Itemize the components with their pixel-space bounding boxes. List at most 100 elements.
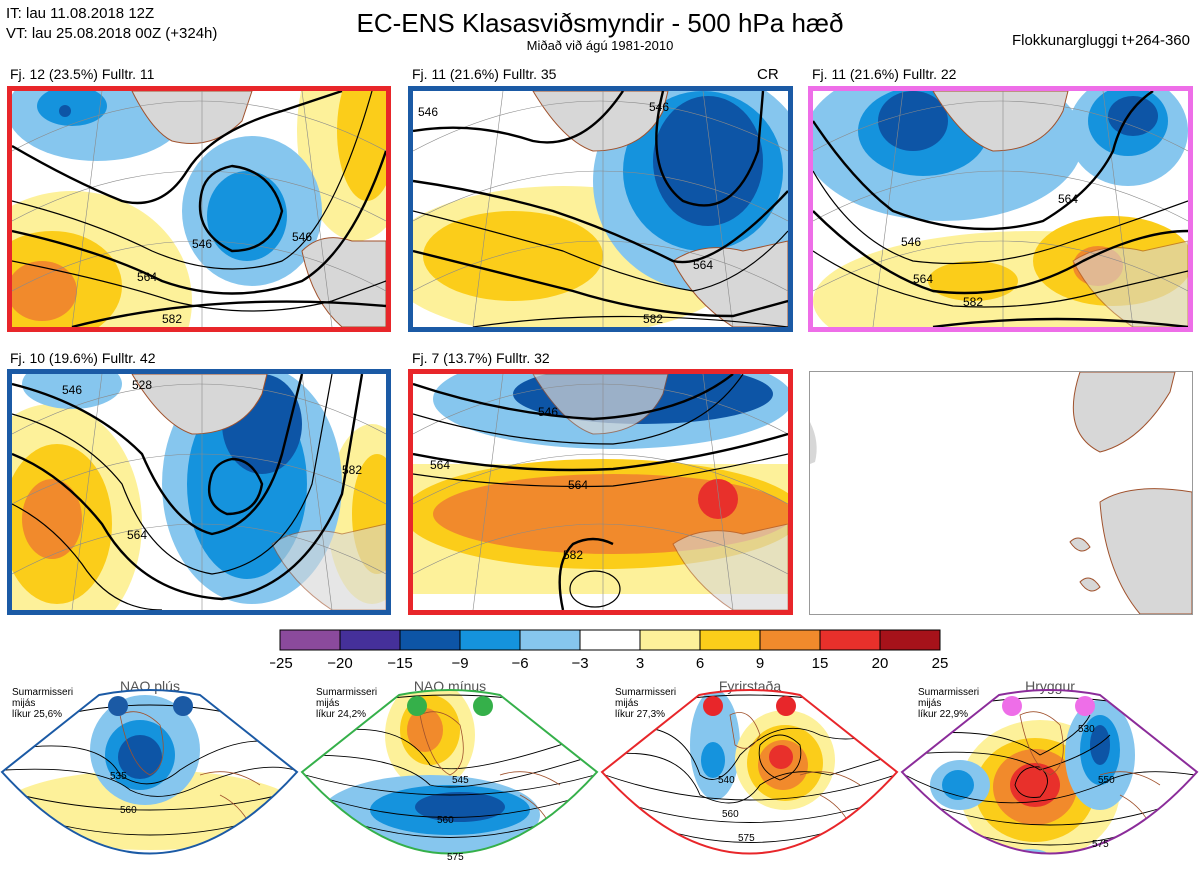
contour-label: 560: [722, 809, 739, 820]
regime-probability: líkur 22,9%: [918, 709, 969, 720]
contour-label: 530: [1078, 724, 1095, 735]
regime-maps: 535 560 545 560 575: [0, 689, 1199, 863]
contour-label: 545: [452, 775, 469, 786]
contour-label: 575: [1092, 839, 1109, 850]
contour-label: 564: [430, 458, 450, 472]
initial-time: IT: lau 11.08.2018 12Z: [6, 5, 155, 22]
contour-label: 564: [127, 528, 147, 542]
panel-1-map: 546 564 582 546: [7, 86, 391, 332]
regime-probability: líkur 24,2%: [316, 709, 367, 720]
land-greenland: [932, 91, 1069, 152]
colorbar-bin: [459, 629, 521, 651]
contour-label: 582: [342, 463, 362, 477]
contour-label: 546: [418, 105, 438, 119]
contour-label: 560: [437, 815, 454, 826]
panel-4-plot: 546 564 582 528: [12, 374, 386, 610]
panel-3-plot: 546 564 582 564: [813, 91, 1188, 327]
panel-1-plot: 546 564 582 546: [12, 91, 386, 327]
contour-label: 560: [120, 805, 137, 816]
regime-season: Sumarmisseri: [316, 687, 378, 698]
anomaly-positive: [698, 479, 738, 519]
panel-1-label: Fj. 12 (23.5%) Fulltr. 11: [10, 66, 155, 82]
contour-label: 575: [447, 852, 464, 863]
regime-season: Sumarmisseri: [615, 687, 677, 698]
panel-3-map: 546 564 582 564: [808, 86, 1193, 332]
page-subtitle: Miðað við ágú 1981-2010: [526, 38, 674, 53]
regime-1-map: [2, 690, 297, 850]
valid-time: VT: lau 25.08.2018 00Z (+324h): [6, 25, 218, 42]
colorbar-bin: [279, 629, 341, 651]
contour-label: 546: [538, 405, 558, 419]
colorbar-bin: [819, 629, 881, 651]
contour-label: 528: [132, 378, 152, 392]
colorbar-tick-label: −25: [270, 655, 293, 672]
regime-2-info: Sumarmisseri mijás líkur 24,2%: [316, 687, 377, 720]
colorbar-tick-label: −3: [571, 655, 588, 672]
panel-5-label: Fj. 7 (13.7%) Fulltr. 32: [412, 350, 550, 366]
land-europe: [672, 523, 788, 610]
regime-4-map: [904, 697, 1196, 854]
anomaly-negative: [59, 105, 71, 117]
contour-label: 564: [1058, 192, 1078, 206]
colorbar-bin: [579, 629, 641, 651]
contour-label: 564: [137, 270, 157, 284]
regime-1-frame: [0, 689, 299, 855]
panel-4-map: 546 564 582 528: [7, 369, 391, 615]
contour-label: 564: [693, 258, 713, 272]
colorbar-tick-label: −6: [511, 655, 528, 672]
colorbar-tick-label: 20: [872, 655, 889, 672]
regime-3-marker: [776, 696, 796, 716]
land-europe: [271, 523, 386, 610]
regime-3-marker: [703, 696, 723, 716]
regime-month: mijás: [615, 698, 639, 709]
regime-2-marker: [407, 696, 427, 716]
land-greenland: [131, 374, 268, 435]
panel-5-plot: 546 564 582 564: [413, 374, 788, 610]
anomaly-negative: [37, 91, 107, 126]
regime-3-frame: [600, 689, 899, 855]
land-europe: [672, 240, 788, 327]
colorbar: −25 −20 −15 −9 −6 −3 3 6 9 15 20 25: [270, 629, 948, 672]
land-mask: [810, 372, 1192, 614]
anomaly-negative: [22, 374, 122, 409]
contour-label: 550: [1098, 775, 1115, 786]
regime-4-marker: [1075, 696, 1095, 716]
regime-3-info: Sumarmisseri mijás líkur 27,3%: [615, 687, 676, 720]
graticule: [12, 374, 386, 610]
height-contours: [413, 374, 788, 610]
contour-label: 564: [913, 272, 933, 286]
contour-label: 535: [110, 771, 127, 782]
panel-4-label: Fj. 10 (19.6%) Fulltr. 42: [10, 350, 156, 366]
colorbar-bin: [879, 629, 941, 651]
panel-5-map: 546 564 582 564: [408, 369, 793, 615]
regime-1-marker: [173, 696, 193, 716]
height-contours: [12, 91, 386, 327]
land-europe: [301, 237, 386, 327]
forecast-times: IT: lau 11.08.2018 12Z VT: lau 25.08.201…: [6, 4, 217, 44]
contour-label: 582: [643, 312, 663, 326]
regime-month: mijás: [316, 698, 340, 709]
colorbar-tick-label: −20: [327, 655, 352, 672]
regime-month: mijás: [12, 698, 36, 709]
regime-month: mijás: [918, 698, 942, 709]
anomaly-positive: [337, 91, 386, 201]
panel-2-plot: 546 546 564 582: [413, 91, 788, 327]
colorbar-bin: [759, 629, 821, 651]
regime-3-map: [604, 690, 896, 843]
colorbar-tick-label: 3: [636, 655, 644, 672]
regime-season: Sumarmisseri: [918, 687, 980, 698]
colorbar-tick-label: 9: [756, 655, 764, 672]
colorbar-bin: [399, 629, 461, 651]
regime-4-info: Sumarmisseri mijás líkur 22,9%: [918, 687, 979, 720]
classification-window: Flokkunargluggi t+264-360: [1011, 32, 1190, 49]
regime-probability: líkur 25,6%: [12, 709, 63, 720]
height-contours: [12, 374, 364, 610]
graticule: [813, 91, 1188, 327]
height-contours: [813, 91, 1188, 327]
anomaly-negative: [653, 96, 763, 226]
regime-4-marker: [1002, 696, 1022, 716]
colorbar-tick-label: −15: [387, 655, 412, 672]
colorbar-bin: [639, 629, 701, 651]
land-greenland: [532, 374, 669, 435]
anomaly-negative: [878, 91, 948, 151]
